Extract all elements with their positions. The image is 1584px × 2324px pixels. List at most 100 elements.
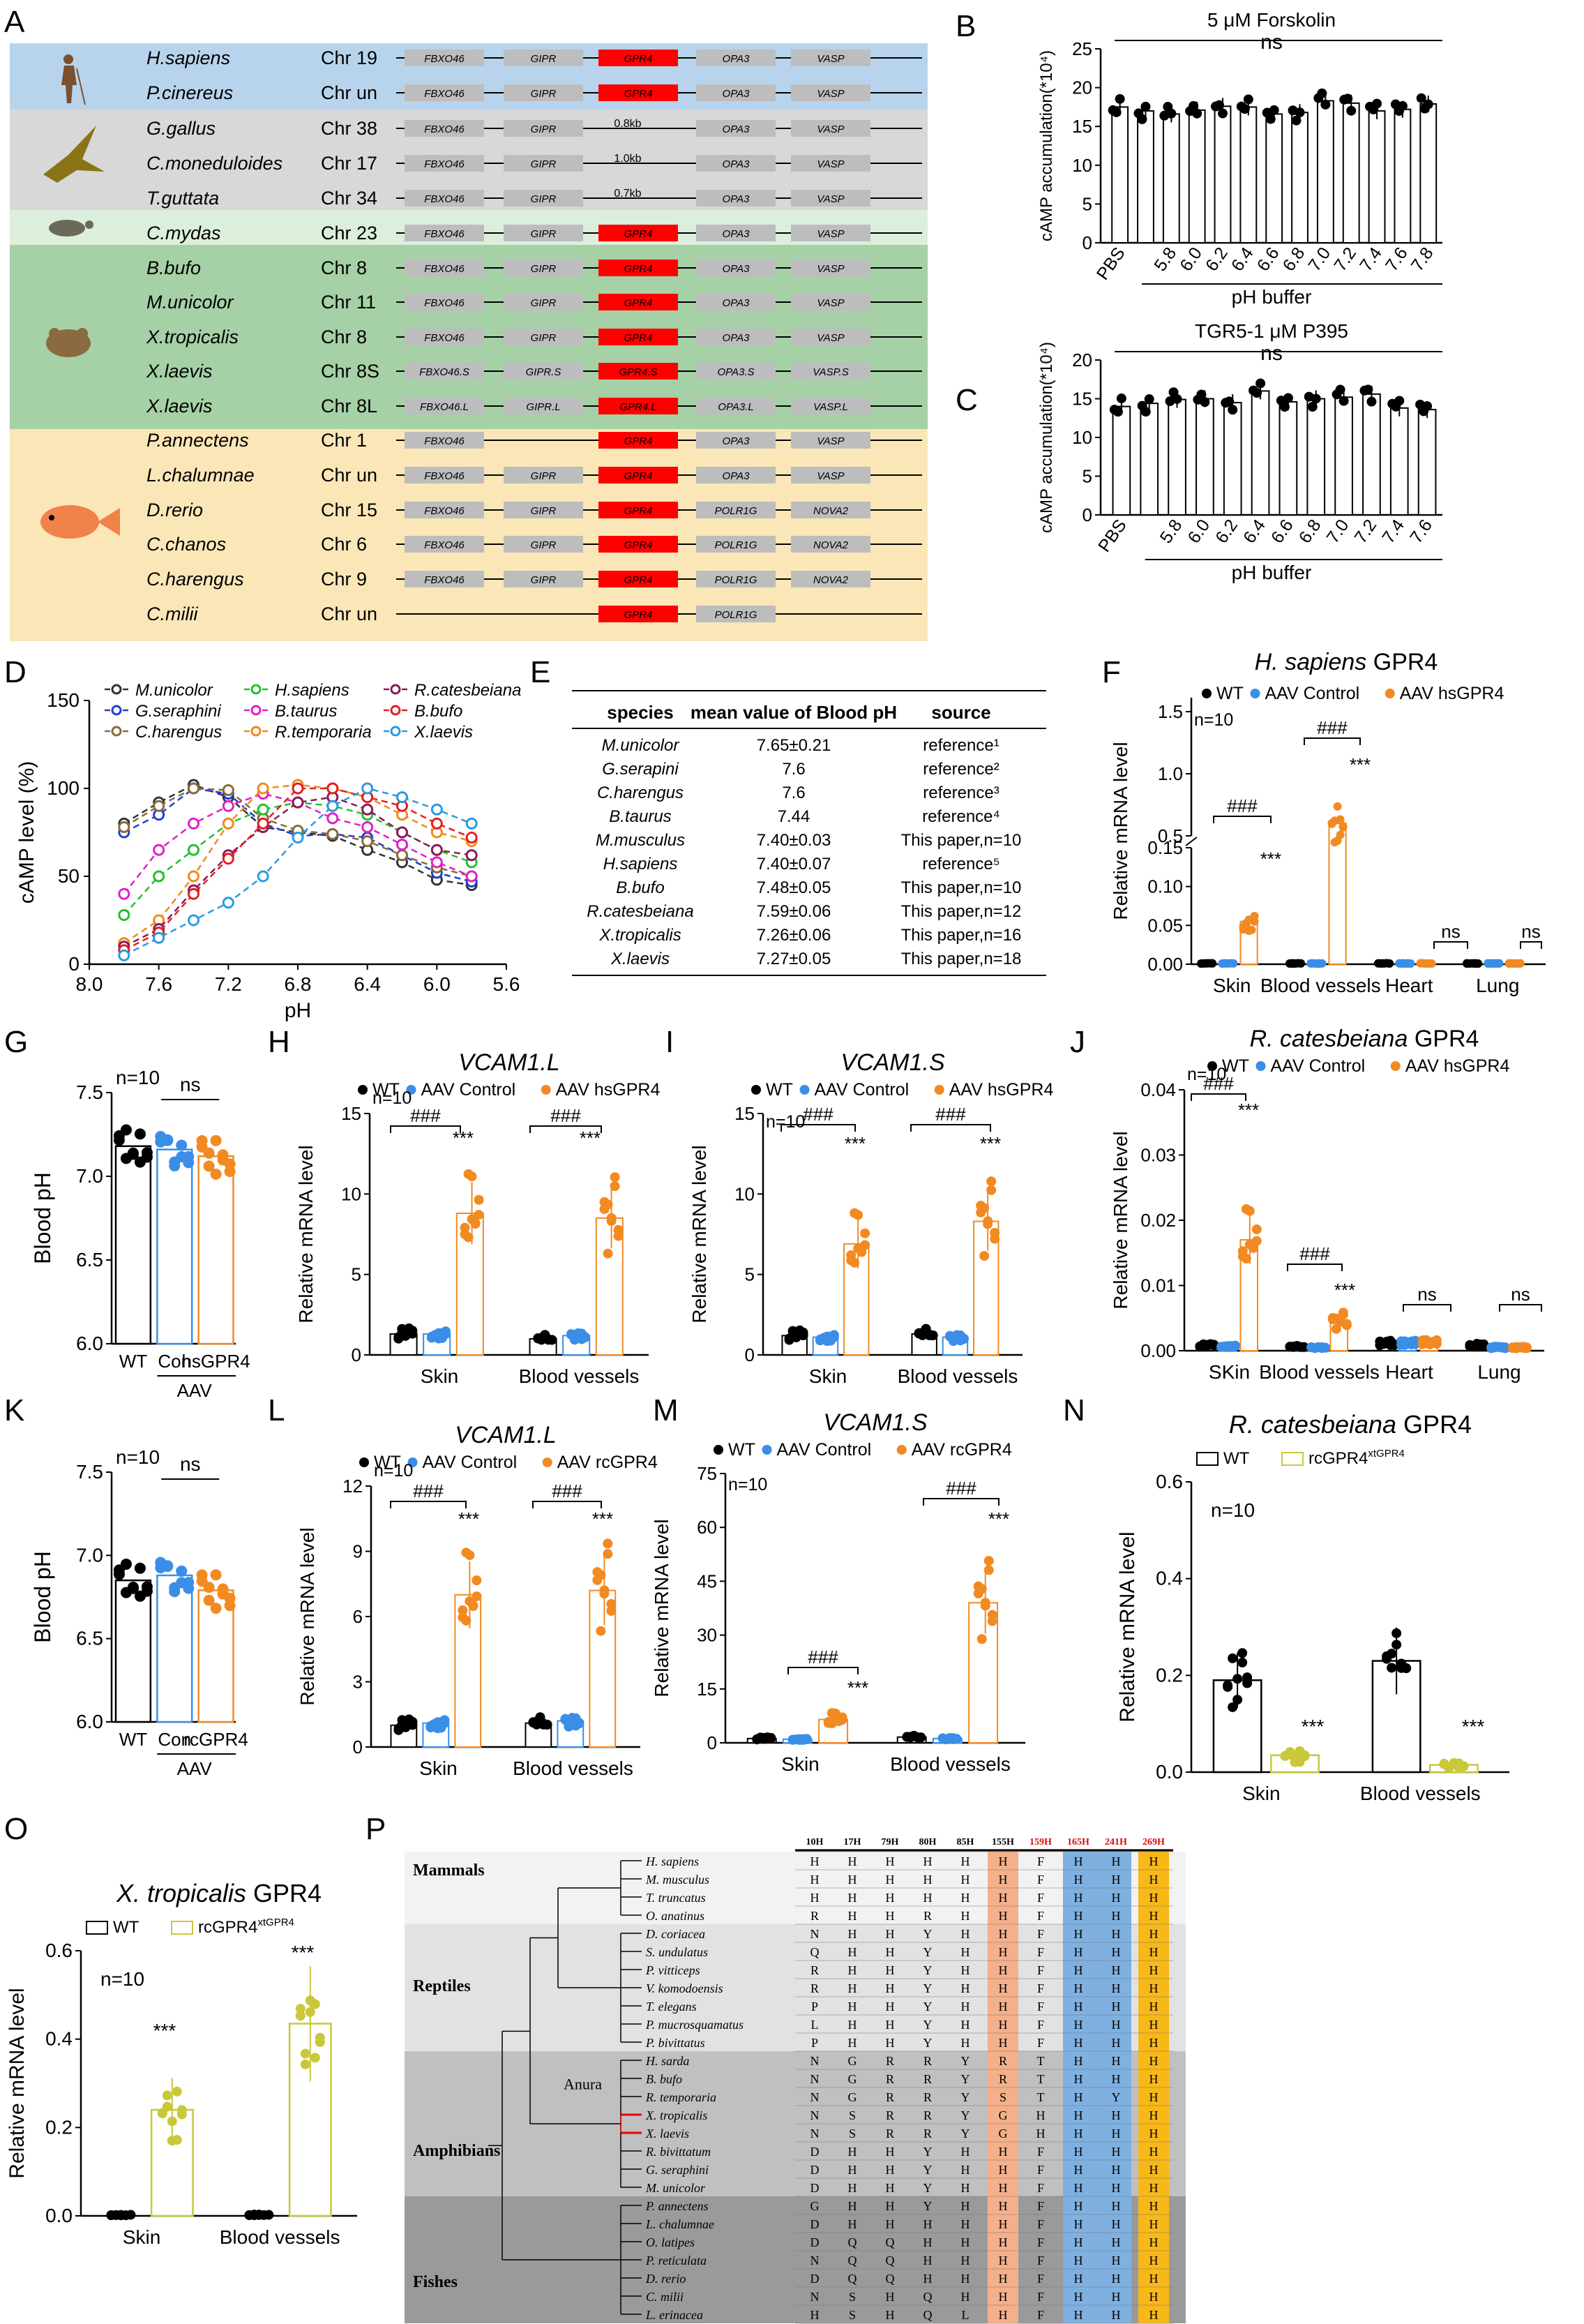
x-tick-label: 6.4	[1228, 243, 1258, 275]
data-point	[169, 1156, 181, 1168]
x-tick-label: 7.6	[1382, 243, 1412, 275]
gene-label: GIPR	[531, 505, 557, 517]
residue: H	[1112, 1981, 1121, 1995]
gene-box	[504, 50, 583, 66]
residue: H	[1149, 2090, 1159, 2104]
residue: G	[999, 2127, 1008, 2141]
residue: F	[1037, 2272, 1044, 2286]
gene-label: GPR4	[624, 88, 653, 100]
species-name: C.milii	[146, 604, 198, 624]
data-point	[162, 2090, 172, 2101]
chart-title: VCAM1.L	[455, 1422, 557, 1448]
residue: H	[848, 2018, 857, 2032]
data-point	[1144, 394, 1154, 405]
data-point	[153, 844, 165, 856]
ns-label: ns	[1260, 342, 1283, 365]
data-point	[1320, 1342, 1331, 1353]
residue: H	[999, 2199, 1008, 2213]
table-species: M.musculus	[596, 831, 685, 850]
legend-label: AAV hsGPR4	[949, 1080, 1054, 1100]
gap-label: 0.7kb	[614, 188, 641, 200]
residue: H	[961, 1981, 970, 1995]
legend-marker	[250, 684, 262, 695]
gene-box	[696, 225, 776, 241]
data-point	[547, 1335, 557, 1345]
data-point	[141, 1581, 153, 1593]
data-point	[1317, 88, 1327, 98]
species-name: X.laevis	[146, 396, 213, 417]
bar	[156, 1574, 193, 1723]
residue: R	[810, 1963, 819, 1977]
data-point	[1239, 925, 1248, 934]
legend-marker	[934, 1085, 944, 1095]
y-tick-label: 10	[1072, 155, 1092, 176]
data-point	[176, 1565, 188, 1577]
n-label: n=10	[372, 1088, 412, 1108]
residue: H	[886, 1854, 895, 1868]
legend-label: WT	[374, 1453, 401, 1472]
legend-label: WT	[1222, 1056, 1249, 1076]
residue: H	[961, 2290, 970, 2304]
residue: H	[1074, 2000, 1083, 2014]
y-tick-label: 60	[697, 1517, 717, 1538]
species-name: B.bufo	[146, 257, 201, 278]
data-point	[1279, 402, 1290, 412]
residue: N	[810, 2290, 820, 2304]
data-point	[610, 1172, 620, 1183]
residue: H	[1149, 1963, 1159, 1977]
y-tick-label: 0	[68, 953, 80, 975]
residue: Y	[961, 2127, 970, 2141]
data-point	[1285, 1749, 1295, 1760]
gpr4-gene-box	[598, 571, 678, 587]
gene-box	[791, 363, 870, 380]
gene-label: GPR4.S	[619, 366, 657, 378]
data-point	[430, 856, 443, 869]
significance-label: ***	[580, 1127, 601, 1148]
species-name: B. bufo	[646, 2072, 682, 2086]
bar	[1111, 106, 1129, 243]
data-point	[1297, 959, 1306, 968]
data-point	[1422, 401, 1433, 412]
series-line	[123, 784, 472, 886]
y-tick-label: 25	[1072, 38, 1092, 59]
gene-box	[405, 502, 484, 518]
significance-label: ###	[1299, 1243, 1330, 1264]
y-axis-label: Blood pH	[30, 1172, 55, 1264]
gene-label: OPA3	[723, 435, 750, 447]
data-point	[134, 1128, 146, 1140]
bar	[1195, 398, 1214, 516]
residue: H	[961, 1909, 970, 1923]
legend-marker	[1390, 1061, 1401, 1071]
y-tick-label: 10	[341, 1183, 361, 1204]
legend-marker	[359, 1457, 369, 1467]
x-axis-label: pH	[285, 999, 311, 1022]
residue: H	[1074, 1981, 1083, 1995]
panel-a-synteny: H.sapiens Chr 19 FBXO46 GIPR GPR4 OPA3 VASP P.c…	[10, 43, 928, 641]
residue: H	[1149, 2036, 1159, 2050]
residue: R	[886, 2054, 894, 2068]
y-axis-label: Relative mRNA level	[6, 1988, 29, 2178]
residue: S	[849, 2108, 856, 2122]
table-cell: 7.26±0.06	[757, 926, 831, 945]
gene-box	[791, 50, 870, 66]
data-point	[976, 1634, 987, 1644]
x-tick-label: Skin	[1213, 975, 1251, 996]
series-line	[123, 793, 472, 894]
residue: H	[1112, 2181, 1121, 2195]
data-point	[315, 2032, 325, 2043]
residue: H	[886, 1927, 895, 1941]
gap-label: 0.8kb	[614, 118, 641, 130]
gene-label: FBXO46	[424, 435, 465, 447]
data-point	[430, 803, 443, 816]
residue: R	[999, 2072, 1007, 2086]
bar	[1188, 109, 1206, 243]
residue: H	[999, 1909, 1008, 1923]
data-point	[203, 1147, 215, 1159]
residue: H	[1149, 2235, 1159, 2249]
residue: D	[810, 2272, 820, 2286]
residue: H	[1112, 1963, 1121, 1977]
gene-label: GIPR	[531, 574, 557, 586]
residue: H	[848, 1945, 857, 1959]
residue: F	[1037, 1854, 1044, 1868]
data-point	[474, 1210, 484, 1220]
